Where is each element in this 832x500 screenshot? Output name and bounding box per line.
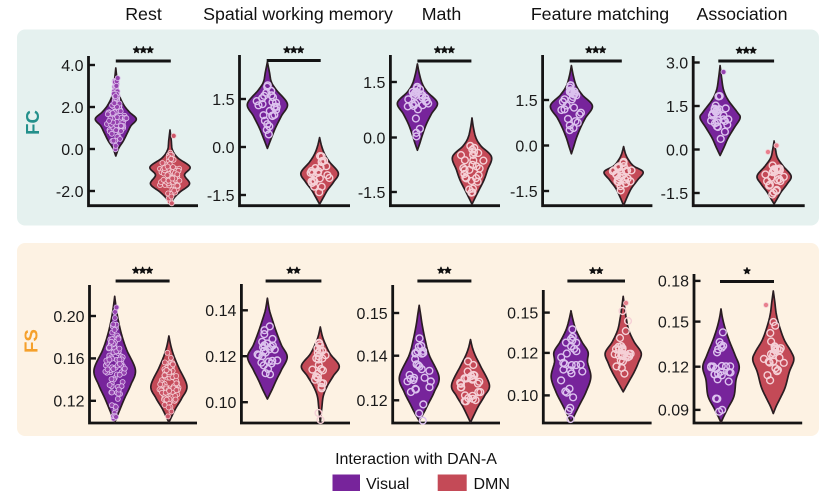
svg-text:Visual: Visual xyxy=(366,476,409,493)
svg-text:-1.5: -1.5 xyxy=(358,185,386,202)
svg-text:DMN: DMN xyxy=(474,476,510,493)
svg-text:0.14: 0.14 xyxy=(205,303,236,320)
svg-text:0.0: 0.0 xyxy=(515,138,537,155)
svg-text:0.14: 0.14 xyxy=(357,349,388,366)
svg-text:2.0: 2.0 xyxy=(61,100,83,117)
svg-text:0.18: 0.18 xyxy=(658,274,689,291)
svg-text:0.15: 0.15 xyxy=(658,314,689,331)
svg-text:1.5: 1.5 xyxy=(666,99,688,116)
svg-text:0.20: 0.20 xyxy=(53,309,84,326)
svg-text:0.0: 0.0 xyxy=(666,142,688,159)
svg-text:0.15: 0.15 xyxy=(357,306,388,323)
svg-text:0.12: 0.12 xyxy=(205,349,236,366)
svg-text:-2.0: -2.0 xyxy=(56,184,84,201)
svg-text:1.5: 1.5 xyxy=(212,92,234,109)
svg-text:0.0: 0.0 xyxy=(363,130,385,147)
svg-text:-1.5: -1.5 xyxy=(207,188,235,205)
svg-text:Math: Math xyxy=(422,4,462,24)
svg-text:0.0: 0.0 xyxy=(61,142,83,159)
svg-text:FS: FS xyxy=(21,329,42,353)
svg-text:0.12: 0.12 xyxy=(53,394,84,411)
svg-text:Feature matching: Feature matching xyxy=(531,4,669,24)
svg-text:Rest: Rest xyxy=(125,4,162,24)
svg-text:1.5: 1.5 xyxy=(363,75,385,92)
svg-text:0.16: 0.16 xyxy=(53,351,84,368)
svg-text:0.12: 0.12 xyxy=(658,360,689,377)
svg-text:4.0: 4.0 xyxy=(61,58,83,75)
svg-text:0.15: 0.15 xyxy=(507,305,538,322)
svg-text:3.0: 3.0 xyxy=(666,55,688,72)
svg-text:0.12: 0.12 xyxy=(507,346,538,363)
svg-text:0.0: 0.0 xyxy=(212,140,234,157)
svg-text:-1.5: -1.5 xyxy=(510,184,538,201)
svg-text:0.10: 0.10 xyxy=(205,395,236,412)
svg-text:0.09: 0.09 xyxy=(658,403,689,420)
svg-text:Association: Association xyxy=(697,4,788,24)
svg-text:0.12: 0.12 xyxy=(357,393,388,410)
svg-text:Interaction with DAN-A: Interaction with DAN-A xyxy=(335,451,497,468)
svg-text:1.5: 1.5 xyxy=(515,93,537,110)
svg-text:Spatial working memory: Spatial working memory xyxy=(203,4,393,24)
svg-text:FC: FC xyxy=(22,110,43,135)
svg-text:-1.5: -1.5 xyxy=(661,186,689,203)
svg-text:0.10: 0.10 xyxy=(507,388,538,405)
